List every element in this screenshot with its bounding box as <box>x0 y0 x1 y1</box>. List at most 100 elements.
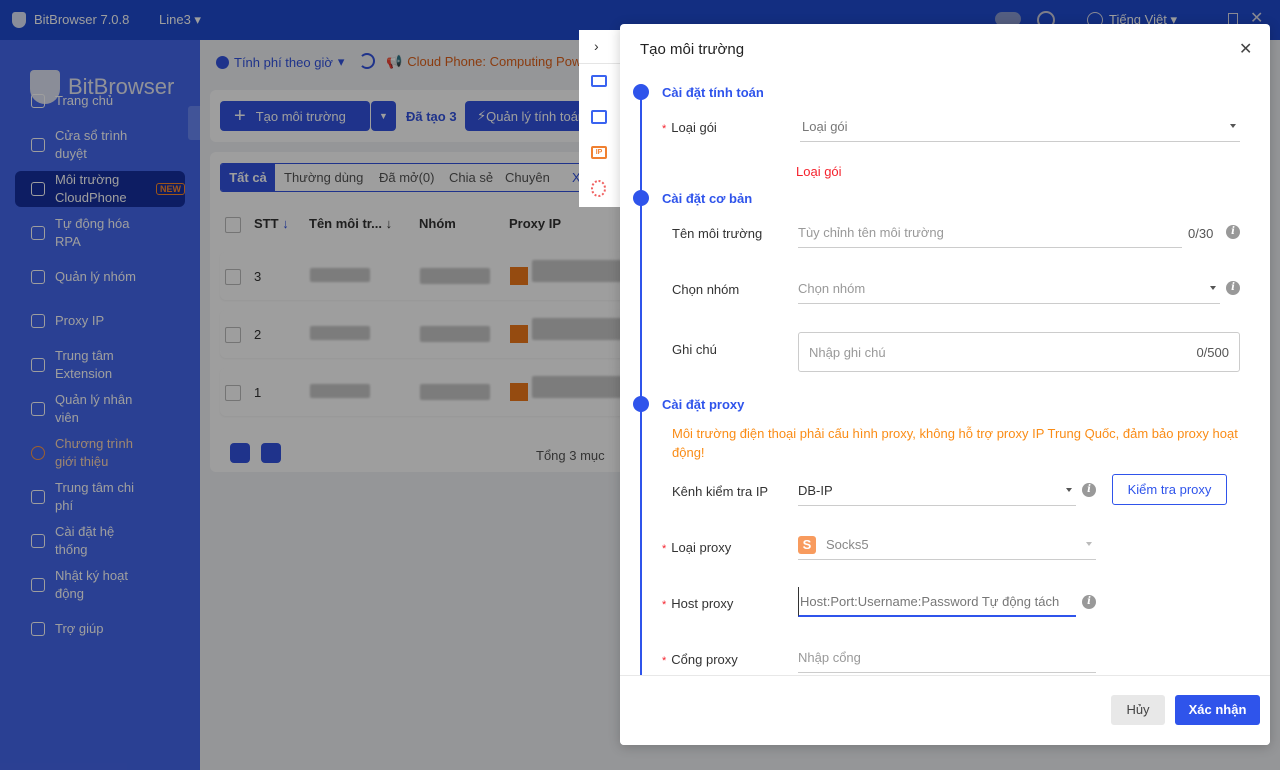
group-placeholder: Chọn nhóm <box>798 281 866 296</box>
sidebar-item-11[interactable]: Cài đặt hệ thống <box>15 523 185 559</box>
language-selector[interactable]: Tiếng Việt ▾ <box>1109 12 1177 27</box>
tab-more[interactable]: X <box>572 170 581 185</box>
row-proxy-redacted <box>532 260 630 282</box>
row-stt: 2 <box>254 327 262 342</box>
line-selector[interactable]: Line3 ▾ <box>159 12 201 27</box>
robot-icon <box>31 226 45 240</box>
header-stt[interactable]: STT ↓ <box>254 216 289 231</box>
package-label: * Loại gói <box>662 120 717 135</box>
table-row[interactable]: 1 <box>220 368 630 416</box>
check-proxy-button[interactable]: Kiểm tra proxy <box>1112 474 1227 505</box>
name-input[interactable]: Tùy chỉnh tên môi trường <box>798 218 1182 248</box>
host-label: * Host proxy <box>662 596 734 611</box>
check-channel-select[interactable]: DB-IP <box>798 476 1076 506</box>
megaphone-icon: 📢 <box>386 54 403 69</box>
tab-shared[interactable]: Chia sẻ <box>449 170 494 185</box>
proxy-type-label: * Loại proxy <box>662 540 732 555</box>
sidebar-item-label: Chương trình giới thiệu <box>55 436 133 469</box>
sidebar-item-13[interactable]: Trợ giúp <box>15 611 185 647</box>
app-logo-icon <box>12 12 26 28</box>
table-row[interactable]: 2 <box>220 310 630 358</box>
name-placeholder: Tùy chỉnh tên môi trường <box>798 225 944 240</box>
notice-text: Cloud Phone: Computing Pow <box>407 54 582 69</box>
sidebar-item-label: Nhật ký hoạt động <box>55 568 128 601</box>
cloud-icon <box>31 182 45 196</box>
sidebar-item-label: Tự động hóa RPA <box>55 216 130 249</box>
refresh-icon[interactable] <box>359 53 375 69</box>
sidebar-item-label: Quản lý nhóm <box>55 269 136 284</box>
sidebar-item-label: Cài đặt hệ thống <box>55 524 115 557</box>
create-dropdown-button[interactable]: ▼ <box>371 101 396 131</box>
sidebar-item-12[interactable]: Nhật ký hoạt động <box>15 567 185 603</box>
line-label: Line3 <box>159 12 191 27</box>
create-environment-button[interactable]: + Tạo môi trường <box>220 101 370 131</box>
monitor-sync-icon[interactable] <box>591 110 607 124</box>
billing-label: Tính phí theo giờ <box>234 54 333 70</box>
sidebar-item-1[interactable]: Trang chủ <box>15 83 185 119</box>
help-icon <box>31 622 45 636</box>
sidebar-item-9[interactable]: Chương trình giới thiệu <box>15 435 185 471</box>
tab-all[interactable]: Tất cả <box>221 164 275 191</box>
filter-tabs: Tất cả Thường dùng Đã mở(0) Chia sẻ Chuy… <box>220 163 620 192</box>
info-icon[interactable]: i <box>1082 483 1096 497</box>
info-icon[interactable]: i <box>1226 281 1240 295</box>
table-row[interactable]: 3 <box>220 252 630 300</box>
close-all-icon-button[interactable] <box>261 443 281 463</box>
billing-selector[interactable]: Tính phí theo giờ ▾ <box>216 54 344 70</box>
tab-opened[interactable]: Đã mở(0) <box>379 170 435 185</box>
row-name-redacted <box>310 268 370 282</box>
home-icon <box>31 94 45 108</box>
row-stt: 3 <box>254 269 262 284</box>
keyboard-icon[interactable] <box>591 75 607 87</box>
sidebar-item-5[interactable]: Quản lý nhóm <box>15 259 185 295</box>
timeline-dot <box>633 84 649 100</box>
layers-icon <box>31 270 45 284</box>
sidebar-item-2[interactable]: Cửa sổ trình duyệt <box>15 127 185 163</box>
sidebar-item-4[interactable]: Tự động hóa RPA <box>15 215 185 251</box>
bitbrowser-logo-icon <box>30 70 60 104</box>
package-select[interactable]: Loại gói <box>800 112 1240 142</box>
fingerprint-icon[interactable] <box>591 180 606 197</box>
sidebar-item-7[interactable]: Trung tâm Extension <box>15 347 185 383</box>
row-checkbox[interactable] <box>225 269 241 285</box>
port-input[interactable]: Nhập cổng <box>798 643 1096 673</box>
close-window-icon[interactable]: ✕ <box>1250 10 1264 27</box>
sidebar-item-8[interactable]: Quản lý nhân viên <box>15 391 185 427</box>
chrome-icon-button[interactable] <box>230 443 250 463</box>
group-select[interactable]: Chọn nhóm <box>798 274 1220 304</box>
tab-frequent[interactable]: Thường dùng <box>284 170 364 185</box>
notice-banner[interactable]: 📢 Cloud Phone: Computing Pow <box>386 54 581 70</box>
note-textarea[interactable]: Nhập ghi chú 0/500 <box>798 332 1240 372</box>
note-placeholder: Nhập ghi chú <box>809 345 886 360</box>
check-channel-value: DB-IP <box>798 483 833 498</box>
confirm-button[interactable]: Xác nhận <box>1175 695 1260 725</box>
sidebar-collapse-button[interactable] <box>188 106 200 140</box>
row-proxy-redacted <box>532 376 630 398</box>
proxy-type-select[interactable]: S Socks5 <box>798 530 1096 560</box>
info-icon[interactable]: i <box>1226 225 1240 239</box>
sidebar-item-3[interactable]: Môi trường CloudPhone NEW <box>15 171 185 207</box>
package-placeholder: Loại gói <box>802 119 848 134</box>
select-all-checkbox[interactable] <box>225 217 241 233</box>
cancel-button[interactable]: Hủy <box>1111 695 1165 725</box>
dialog-close-icon[interactable]: ✕ <box>1239 41 1253 58</box>
row-checkbox[interactable] <box>225 327 241 343</box>
clock-icon <box>216 55 229 69</box>
tab-transfer[interactable]: Chuyên <box>505 170 550 185</box>
referral-icon <box>31 446 45 460</box>
manage-compute-button[interactable]: ⚡ Quản lý tính toán <box>465 101 595 131</box>
host-input[interactable]: Host:Port:Username:Password Tự động tách <box>798 587 1076 617</box>
log-icon <box>31 578 45 592</box>
timeline-dot <box>633 396 649 412</box>
ip-icon[interactable]: IP <box>591 146 607 159</box>
port-label: * Cổng proxy <box>662 652 738 667</box>
info-icon[interactable]: i <box>1082 595 1096 609</box>
row-checkbox[interactable] <box>225 385 241 401</box>
theme-toggle[interactable] <box>995 12 1021 26</box>
collapse-chevron-icon[interactable]: › <box>594 38 599 54</box>
header-name[interactable]: Tên môi tr... ↓ <box>309 216 393 231</box>
sidebar: BitBrowser Trang chủ Cửa sổ trình duyệt Mô… <box>0 40 200 770</box>
grid-icon <box>31 138 45 152</box>
sidebar-item-10[interactable]: Trung tâm chi phí <box>15 479 185 515</box>
sidebar-item-6[interactable]: Proxy IP <box>15 303 185 339</box>
